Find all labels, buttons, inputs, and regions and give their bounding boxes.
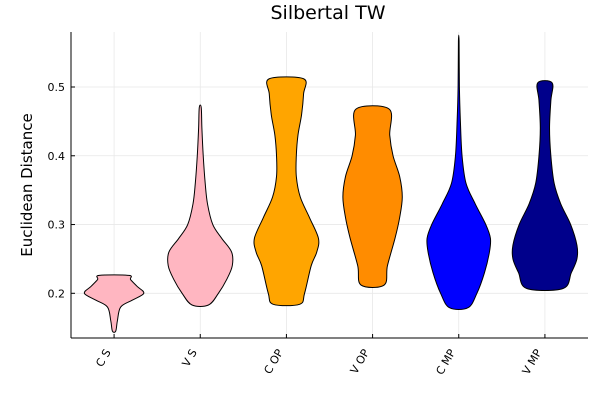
y-tick-label: 0.4 (48, 150, 66, 163)
violin-c-s (83, 274, 145, 333)
y-tick-label: 0.5 (48, 81, 66, 94)
x-tick-label: V S (180, 347, 200, 369)
y-tick-label: 0.2 (48, 287, 66, 300)
violin-v-mp (511, 80, 579, 291)
violin-v-s (167, 104, 234, 307)
x-tick-label: C MP (433, 347, 458, 377)
y-tick-label: 0.3 (48, 219, 66, 232)
violin-v-op (342, 105, 403, 288)
x-tick-label: V MP (520, 347, 545, 377)
violin-c-op (253, 76, 320, 307)
axes (70, 32, 588, 339)
violin-c-mp (426, 34, 492, 311)
chart-title: Silbertal TW (271, 2, 386, 24)
violins (83, 34, 579, 333)
x-tick-label: C OP (262, 347, 287, 377)
x-tick-label: V OP (348, 347, 373, 377)
y-axis-label: Euclidean Distance (18, 113, 36, 256)
grid (71, 32, 588, 338)
x-tick-label: C S (93, 347, 113, 369)
